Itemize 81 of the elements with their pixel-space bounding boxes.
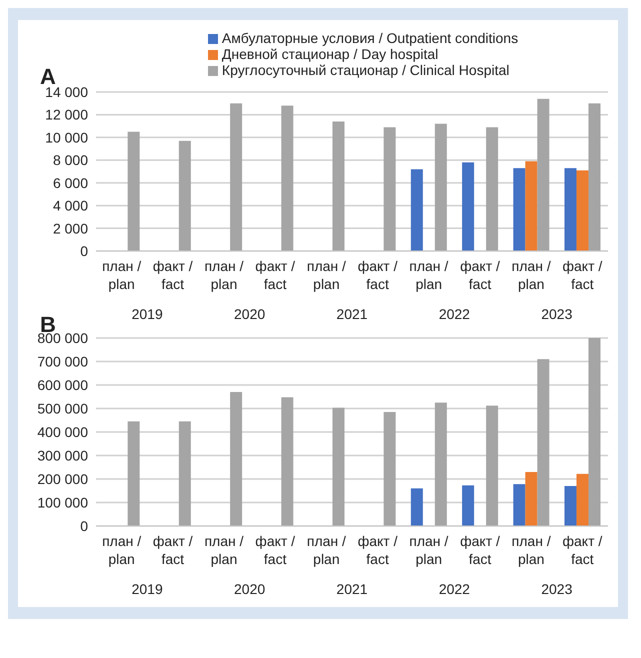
- x-tick-label: план / plan: [306, 533, 346, 567]
- x-tick-label: факт / fact: [460, 258, 500, 292]
- bar: [513, 168, 526, 251]
- x-tick-label: план / plan: [512, 533, 551, 567]
- x-tick-label: факт / fact: [460, 533, 500, 567]
- y-tick-label: 0: [80, 518, 88, 534]
- x-tick-label: план / plan: [204, 533, 244, 567]
- bar: [462, 162, 474, 251]
- bar: [564, 168, 576, 251]
- text: 2023: [541, 581, 573, 597]
- y-tick-label: 8 000: [52, 152, 88, 168]
- y-tick-label: 600 000: [37, 376, 88, 393]
- bar: [410, 169, 423, 251]
- text: 2021: [336, 306, 368, 322]
- bar: [486, 127, 498, 251]
- x-tick-label: факт / fact: [562, 533, 602, 567]
- bar: [332, 408, 344, 526]
- bar: [410, 488, 423, 526]
- bar: [462, 485, 474, 526]
- x-tick-label: факт / fact: [358, 258, 398, 292]
- bar: [384, 412, 396, 526]
- bar: [434, 402, 447, 526]
- text: 2019: [132, 581, 163, 597]
- y-tick-label: 500 000: [37, 400, 88, 416]
- bar: [486, 406, 498, 526]
- y-tick-label: 6 000: [52, 174, 88, 191]
- bar: [384, 127, 396, 251]
- bar: [513, 484, 526, 526]
- y-tick-label: 14 000: [45, 84, 88, 100]
- bar: [588, 103, 600, 251]
- x-tick-label: факт / fact: [152, 258, 193, 292]
- text: 2023: [541, 306, 573, 322]
- y-tick-label: 300 000: [37, 447, 88, 464]
- x-tick-label: план / plan: [512, 258, 551, 292]
- x-tick-label: план / plan: [306, 258, 346, 292]
- y-tick-label: 12 000: [45, 106, 88, 123]
- bar: [564, 486, 576, 526]
- bar: [525, 472, 538, 526]
- y-tick-label: 4 000: [52, 198, 88, 214]
- bar: [230, 392, 242, 526]
- bar: [281, 397, 294, 526]
- x-tick-label: факт / fact: [358, 533, 398, 567]
- x-tick-label: план / plan: [102, 258, 142, 292]
- bar: [537, 98, 550, 251]
- y-tick-label: 2 000: [52, 220, 88, 236]
- legend-label: Дневной стационар / Day hospital: [222, 46, 438, 62]
- x-tick-label: факт / fact: [562, 258, 602, 292]
- x-tick-label: план / plan: [204, 258, 244, 292]
- bar: [576, 474, 588, 526]
- text: 2019: [132, 306, 163, 322]
- bar: [178, 140, 191, 251]
- x-tick-label: факт / fact: [152, 533, 193, 567]
- text: 2020: [234, 581, 266, 597]
- x-tick-label: факт / fact: [255, 258, 296, 292]
- text: 2020: [234, 306, 266, 322]
- bar: [537, 359, 550, 526]
- y-tick-label: 200 000: [37, 470, 88, 487]
- x-tick-label: план / plan: [409, 258, 448, 292]
- text: 2022: [438, 581, 470, 597]
- bar: [588, 338, 600, 526]
- bar: [128, 421, 140, 526]
- bar: [281, 106, 294, 251]
- bar: [434, 124, 447, 251]
- y-tick-label: 100 000: [37, 494, 88, 510]
- bar: [178, 421, 191, 526]
- bar: [525, 161, 538, 251]
- bar: [128, 132, 140, 251]
- x-tick-label: факт / fact: [255, 533, 296, 567]
- legend-label: Амбулаторные условия / Outpatient conditions: [222, 30, 518, 46]
- x-tick-label: план / plan: [409, 533, 448, 567]
- x-tick-label: план / plan: [102, 533, 142, 567]
- bar: [576, 170, 588, 251]
- y-tick-label: 10 000: [45, 129, 88, 146]
- text: 2021: [336, 581, 368, 597]
- y-tick-label: 0: [80, 242, 88, 259]
- y-tick-label: 700 000: [37, 353, 88, 370]
- text: 2022: [438, 306, 470, 322]
- legend-label: Круглосуточный стационар / Clinical Hospital: [222, 62, 510, 78]
- bar: [332, 122, 344, 251]
- y-tick-label: 400 000: [37, 424, 88, 440]
- bar: [230, 103, 242, 251]
